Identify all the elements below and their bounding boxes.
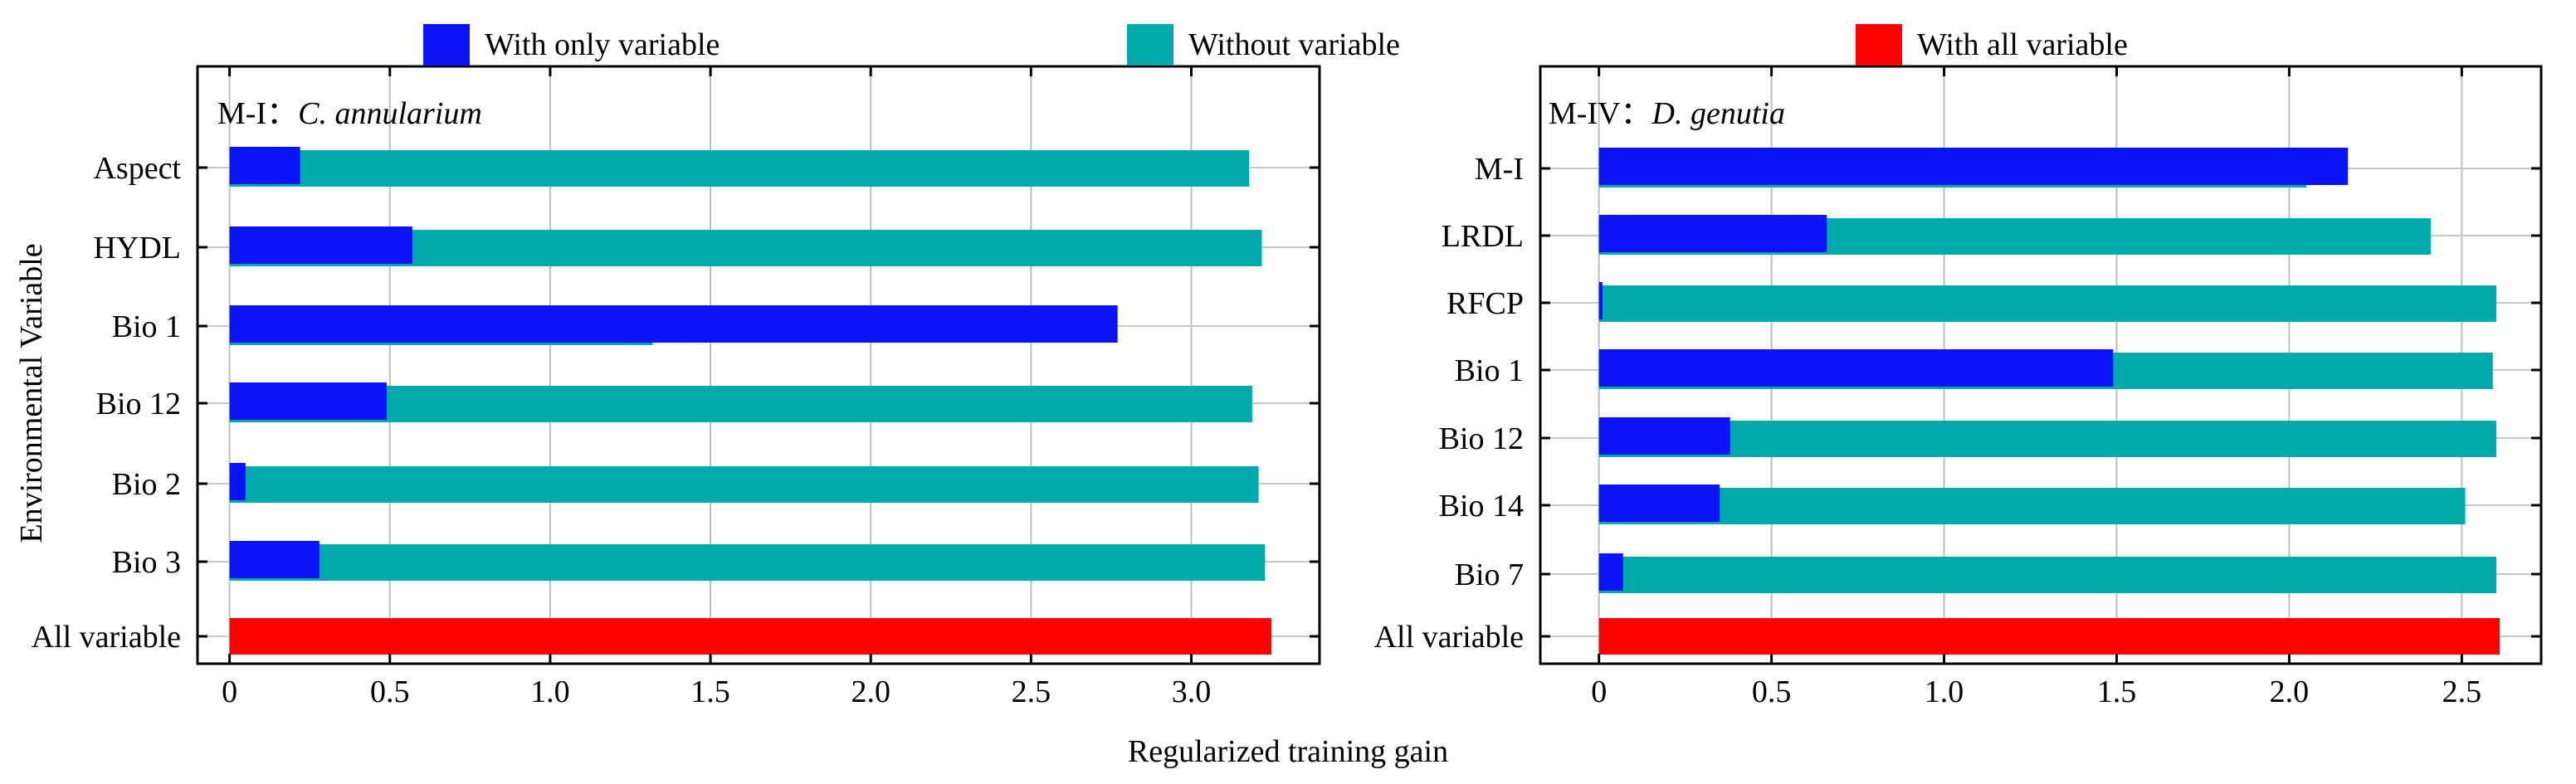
left-bar-without-aspect [229, 150, 1250, 187]
right-category-label-bio-1: Bio 1 [1455, 353, 1524, 388]
left-bar-only-aspect [229, 147, 300, 184]
right-category-label-m-i: M-I [1475, 152, 1524, 187]
left-tick-label-1: 0.5 [370, 674, 410, 709]
panel-title-left-species: C. annularium [298, 96, 482, 131]
right-category-label-rfcp: RFCP [1447, 286, 1524, 321]
left-plot-frame [196, 65, 1321, 665]
legend-swatch-with-all [1856, 24, 1902, 66]
x-axis-title: Regularized training gain [1127, 734, 1449, 769]
right-bar-without-bio-14 [1598, 488, 2466, 524]
left-tick-label-3: 1.5 [690, 674, 730, 709]
panel-title-right: M-IV：D. genutia [1549, 87, 1785, 133]
right-category-label-lrdl: LRDL [1442, 219, 1524, 254]
right-tick-label-1: 0.5 [1752, 674, 1792, 709]
legend-label-with-all: With all variable [1917, 27, 2128, 62]
left-bar-only-bio-2 [229, 463, 246, 500]
right-category-label-bio-14: Bio 14 [1439, 489, 1524, 523]
right-bar-without-bio-12 [1598, 421, 2496, 457]
panel-title-left: M-I：C. annularium [217, 87, 482, 133]
left-category-label-all-variable: All variable [32, 620, 181, 655]
left-bar-without-bio-2 [229, 466, 1259, 503]
right-bar-only-bio-14 [1598, 485, 1720, 522]
panel-title-left-prefix: M-I： [217, 96, 299, 131]
left-tick-label-2: 1.0 [530, 674, 570, 709]
left-bar-only-bio-1 [229, 305, 1118, 343]
left-bar-only-bio-3 [229, 541, 320, 578]
right-tick-label-2: 1.0 [1925, 674, 1964, 709]
right-bar-only-rfcp [1598, 282, 1603, 319]
left-bar-only-bio-12 [229, 382, 387, 420]
left-category-label-bio-12: Bio 12 [96, 387, 181, 421]
right-category-label-all-variable: All variable [1374, 620, 1524, 655]
left-category-label-bio-1: Bio 1 [112, 309, 181, 344]
left-category-label-hydl: HYDL [93, 231, 181, 265]
right-bar-only-bio-12 [1598, 417, 1730, 455]
right-tick-label-5: 2.5 [2442, 674, 2482, 709]
left-bar-all-all-variable [229, 618, 1272, 655]
right-category-label-bio-7: Bio 7 [1455, 558, 1524, 592]
right-bar-without-bio-7 [1598, 557, 2496, 593]
left-category-label-bio-3: Bio 3 [112, 545, 181, 580]
left-category-label-aspect: Aspect [93, 151, 181, 186]
legend-item-with-all: With all variable [1856, 18, 2128, 71]
right-bar-all-all-variable [1598, 618, 2500, 655]
left-bar-only-hydl [229, 226, 412, 264]
left-tick-label-0: 0 [222, 674, 237, 709]
right-bar-only-bio-1 [1598, 349, 2114, 387]
panel-title-right-species: D. genutia [1651, 96, 1785, 131]
panel-title-right-prefix: M-IV： [1549, 96, 1652, 131]
right-bar-without-rfcp [1598, 285, 2496, 322]
left-tick-label-5: 2.5 [1012, 674, 1051, 709]
right-bar-only-lrdl [1598, 215, 1827, 252]
right-tick-label-3: 1.5 [2097, 674, 2137, 709]
legend-swatch-with-only [423, 24, 470, 66]
right-tick-label-0: 0 [1591, 674, 1607, 709]
left-bar-without-bio-3 [229, 544, 1266, 581]
right-tick-label-4: 2.0 [2270, 674, 2310, 709]
right-bar-only-m-i [1598, 148, 2349, 185]
left-bar-without-bio-12 [229, 386, 1252, 422]
left-category-label-bio-2: Bio 2 [112, 467, 181, 502]
legend-item-without: Without variable [1127, 18, 1400, 71]
right-category-label-bio-12: Bio 12 [1439, 421, 1524, 456]
right-bar-only-bio-7 [1598, 553, 1623, 591]
legend-item-with-only: With only variable [423, 18, 720, 71]
right-plot-frame [1539, 65, 2543, 665]
legend-swatch-without [1127, 24, 1173, 66]
legend-label-with-only: With only variable [485, 27, 720, 62]
y-axis-title: Environmental Variable [14, 243, 49, 543]
left-tick-label-4: 2.0 [851, 674, 890, 709]
left-tick-label-6: 3.0 [1172, 674, 1212, 709]
legend-label-without: Without variable [1188, 27, 1400, 62]
